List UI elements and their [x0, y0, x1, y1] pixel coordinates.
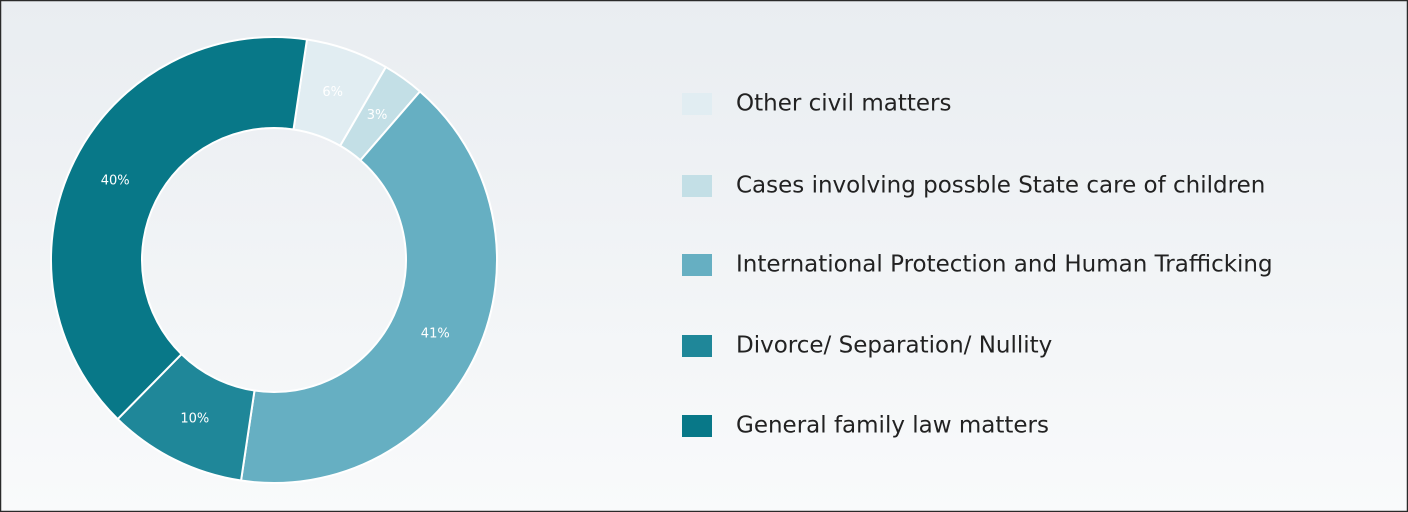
slice — [239, 90, 498, 484]
slice-label: 6% — [322, 85, 343, 100]
legend-label: International Protection and Human Traff… — [736, 252, 1273, 278]
slice-label: 10% — [180, 411, 209, 426]
legend-swatch — [682, 93, 712, 115]
legend-label: General family law matters — [736, 413, 1049, 439]
legend-label: Divorce/ Separation/ Nullity — [736, 333, 1052, 359]
legend-label: Cases involving possble State care of ch… — [736, 173, 1265, 199]
legend-swatch — [682, 415, 712, 437]
slice — [50, 36, 309, 421]
slice-label: 40% — [101, 173, 130, 188]
legend-swatch — [682, 175, 712, 197]
slice-label: 41% — [421, 327, 450, 342]
legend-label: Other civil matters — [736, 91, 951, 117]
legend-swatch — [682, 254, 712, 276]
legend-swatch — [682, 335, 712, 357]
slice-label: 3% — [367, 108, 388, 123]
